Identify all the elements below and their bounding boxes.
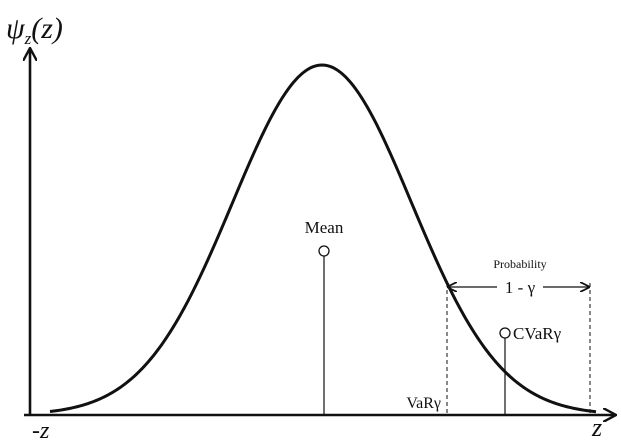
x-right-label: z: [591, 413, 602, 442]
var-label: VaRγ: [406, 395, 441, 412]
y-axis-label: ψz(z): [6, 12, 63, 48]
cvar-label: CVaRγ: [513, 324, 562, 343]
mean-marker: [318, 245, 330, 257]
probability-label: Probability: [493, 257, 546, 271]
tail-label: 1 - γ: [505, 278, 536, 297]
cvar-marker: [499, 327, 511, 339]
x-left-label: -z: [32, 418, 50, 444]
mean-label: Mean: [305, 218, 344, 237]
density-curve: [49, 63, 597, 414]
